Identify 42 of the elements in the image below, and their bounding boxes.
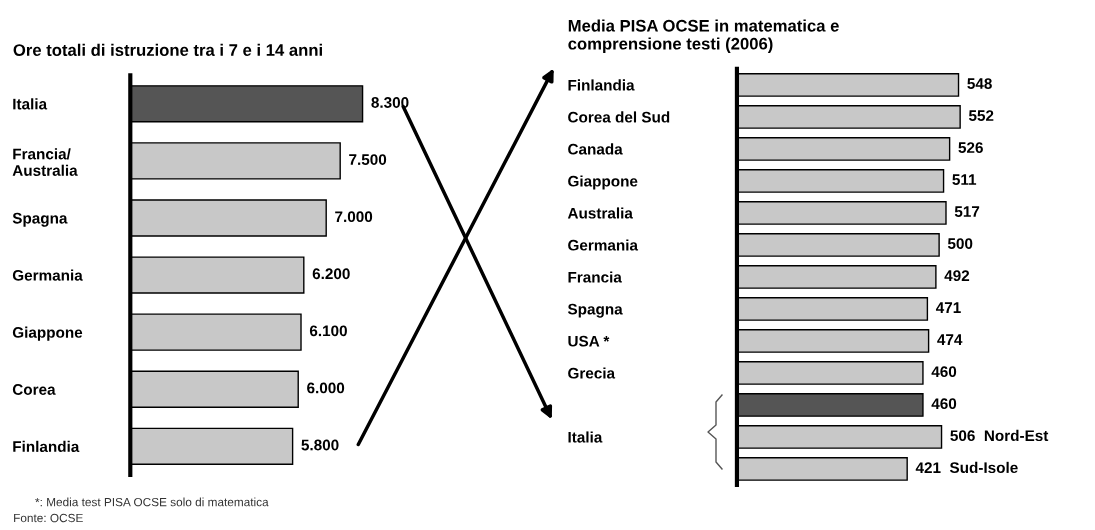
y-tick-label: USA * xyxy=(568,335,610,347)
data-label: 7.000 xyxy=(335,211,373,223)
source-note: Fonte: OCSE xyxy=(14,513,83,523)
y-tick-label: Grecia xyxy=(568,367,616,379)
data-label: 474 xyxy=(937,334,963,345)
text: *: Media test PISA OCSE solo di matematica xyxy=(35,497,269,507)
y-tick-label: Spagna xyxy=(12,212,68,227)
data-label: 460 xyxy=(931,398,957,410)
data-label: 500 xyxy=(947,238,973,250)
data-label: 548 xyxy=(967,78,992,89)
y-tick-label: Giappone xyxy=(12,326,83,341)
data-label: 506 Nord-Est xyxy=(950,429,1049,442)
data-label: 6.100 xyxy=(309,325,347,337)
data-label: 6.200 xyxy=(312,268,350,280)
data-label: 517 xyxy=(954,206,980,218)
y-tick-label: Finlandia xyxy=(13,440,80,453)
y-tick-label: Germania xyxy=(12,269,83,281)
data-label: 421 Sud-Isole xyxy=(915,461,1018,474)
data-label: 511 xyxy=(952,174,977,186)
y-tick-label: Spagna xyxy=(567,303,623,318)
y-tick-label: Australia xyxy=(567,207,633,219)
y-tick-label: Corea del Sud xyxy=(568,111,670,123)
y-tick-label: Francia xyxy=(568,271,622,283)
data-label: 8.300 xyxy=(371,97,409,108)
chart-title: Media PISA OCSE in matematica e comprensione testi (2006) xyxy=(568,19,839,53)
data-label: 460 xyxy=(931,366,957,378)
chart-title: Ore totali di istruzione tra i 7 e i 14 anni xyxy=(13,43,322,56)
data-label: 6.000 xyxy=(307,382,345,394)
data-label: 471 xyxy=(935,302,961,313)
y-tick-label: Corea xyxy=(12,384,56,395)
data-label: 5.800 xyxy=(301,439,339,451)
data-label: 552 xyxy=(968,110,994,122)
data-label: 492 xyxy=(944,270,970,282)
y-tick-label: Giappone xyxy=(568,175,638,190)
y-tick-label: Finlandia xyxy=(568,79,635,91)
y-tick-label: Francia/ Australia xyxy=(12,148,78,176)
y-tick-label: Germania xyxy=(568,239,639,251)
y-tick-label: Italia xyxy=(13,98,48,110)
y-tick-label: Italia xyxy=(568,431,603,443)
y-tick-label: Canada xyxy=(568,143,623,155)
data-label: 526 xyxy=(958,142,983,154)
data-label: 7.500 xyxy=(349,154,387,165)
